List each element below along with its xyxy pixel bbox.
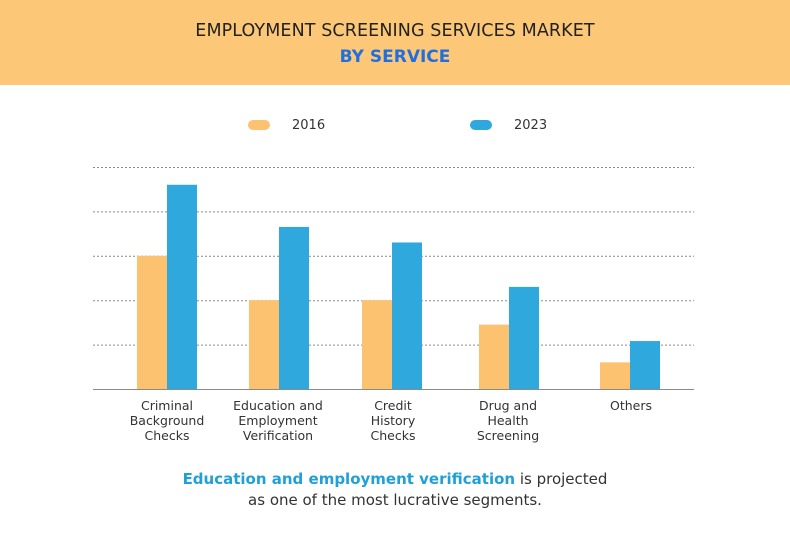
caption-line-2: as one of the most lucrative segments. (248, 491, 542, 509)
bar-2023-education (279, 226, 309, 389)
legend-item-2016: 2016 (248, 117, 325, 133)
caption-highlight: Education and employment verification (182, 470, 516, 488)
bars (137, 184, 660, 389)
category-label-others: Others (571, 398, 691, 413)
category-label-education: Education and Employment Verification (218, 398, 338, 443)
bar-2016-drug (479, 324, 509, 389)
category-label-line: Verification (242, 428, 314, 443)
category-label-line: History (370, 413, 416, 428)
legend-label-2016: 2016 (292, 117, 326, 133)
chart-subtitle: BY SERVICE (339, 47, 451, 67)
category-label-line: Checks (144, 428, 190, 443)
bar-2023-criminal (167, 184, 197, 389)
caption-line-1: Education and employment verification is… (0, 469, 790, 490)
category-label-line: Education and (233, 398, 323, 413)
bar-2023-drug (509, 286, 539, 389)
category-label-line: Screening (476, 428, 540, 443)
category-label-criminal: Criminal Background Checks (107, 398, 227, 443)
chart-title: EMPLOYMENT SCREENING SERVICES MARKET (195, 21, 595, 41)
category-label-line: Credit (374, 398, 412, 413)
bar-2016-others (600, 362, 630, 389)
header-banner: EMPLOYMENT SCREENING SERVICES MARKET BY … (0, 0, 790, 85)
bar-2016-criminal (137, 255, 167, 389)
category-label-line: Checks (370, 428, 416, 443)
category-label-line: Others (609, 398, 652, 413)
bar-2016-education (249, 300, 279, 389)
bar-2023-credit (392, 242, 422, 389)
category-label-line: Employment (238, 413, 318, 428)
caption: Education and employment verification is… (0, 469, 790, 511)
category-label-credit: Credit History Checks (333, 398, 453, 443)
legend-swatch-2016 (248, 120, 270, 130)
category-label-drug: Drug and Health Screening (448, 398, 568, 443)
legend-item-2023: 2023 (470, 117, 547, 133)
legend-swatch-2023 (470, 120, 492, 130)
legend-label-2023: 2023 (514, 117, 548, 133)
category-label-line: Drug and (478, 398, 538, 413)
category-label-line: Health (487, 413, 529, 428)
bar-2016-credit (362, 300, 392, 389)
bar-2023-others (630, 341, 660, 389)
caption-rest: is projected (515, 470, 608, 488)
category-label-line: Background (129, 413, 205, 428)
category-label-line: Criminal (140, 398, 194, 413)
